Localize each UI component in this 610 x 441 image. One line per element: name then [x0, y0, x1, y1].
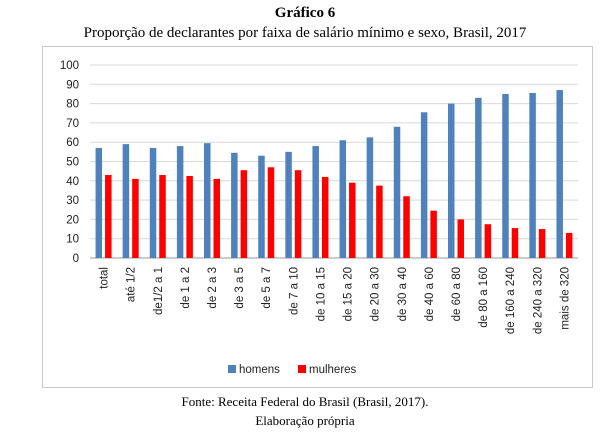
y-tick-label: 80 — [66, 99, 79, 111]
legend-swatch-mulheres — [298, 365, 306, 373]
bar-mulheres — [349, 182, 356, 258]
x-tick-label: de1/2 a 1 — [153, 267, 165, 315]
y-tick-label: 50 — [66, 157, 79, 169]
bar-chart: 0 10 20 30 40 50 60 70 80 90 100 total até 1/2 de1/2… — [60, 60, 578, 376]
bar-homens — [285, 151, 292, 258]
bar-homens — [393, 126, 401, 258]
y-tick-label: 100 — [60, 60, 79, 72]
source-note: Fonte: Receita Federal do Brasil (Brasil… — [181, 394, 429, 409]
x-tick-label: total — [99, 267, 111, 289]
bar-homens — [95, 147, 103, 258]
bar-homens — [176, 146, 184, 258]
x-tick-label: de 7 a 10 — [288, 267, 300, 315]
bar-mulheres — [565, 232, 573, 258]
y-tick-label: 30 — [66, 195, 79, 207]
bar-homens — [339, 140, 347, 258]
x-tick-label: de 20 a 30 — [370, 267, 382, 321]
bar-homens — [149, 147, 157, 258]
bar-homens — [448, 103, 455, 258]
x-tick-label: de 80 a 160 — [478, 267, 490, 328]
gridlines — [90, 64, 578, 259]
legend-label-homens: homens — [239, 364, 280, 376]
x-tick-label: de 10 a 15 — [315, 267, 327, 321]
y-tick-label: 60 — [66, 137, 79, 149]
bar-mulheres — [376, 185, 383, 258]
credit-note: Elaboração própria — [255, 413, 355, 428]
bar-mulheres — [132, 178, 139, 258]
bar-mulheres — [484, 224, 492, 258]
x-tick-label: de 160 a 240 — [505, 267, 517, 334]
bar-mulheres — [105, 175, 112, 258]
bar-mulheres — [511, 228, 519, 258]
y-axis-tick-labels: 0 10 20 30 40 50 60 70 80 90 100 — [60, 60, 79, 265]
y-tick-label: 20 — [66, 214, 79, 226]
x-tick-label: mais de 320 — [559, 267, 571, 330]
bar-mulheres — [321, 176, 329, 258]
legend-swatch-homens — [228, 365, 236, 373]
x-axis-tick-labels: total até 1/2 de1/2 a 1 de 1 a 2 de 2 a 3 de … — [99, 267, 572, 334]
x-tick-label: de 2 a 3 — [207, 267, 219, 309]
bar-homens — [366, 137, 374, 258]
bar-homens — [258, 155, 265, 258]
legend-label-mulheres: mulheres — [309, 364, 357, 376]
bars — [95, 90, 573, 258]
bar-mulheres — [538, 229, 546, 258]
bar-mulheres — [186, 175, 193, 258]
x-tick-label: de 30 a 40 — [397, 267, 409, 321]
chart-title: Gráfico 6 — [274, 5, 336, 21]
x-tick-label: de 3 a 5 — [234, 267, 246, 309]
bar-homens — [231, 152, 238, 258]
x-tick-label: de 5 a 7 — [261, 267, 273, 309]
bar-mulheres — [159, 175, 166, 258]
bar-homens — [475, 97, 482, 258]
bar-mulheres — [457, 219, 464, 258]
x-tick-label: até 1/2 — [126, 267, 138, 302]
bar-homens — [204, 143, 211, 258]
y-tick-label: 10 — [66, 234, 79, 246]
y-tick-label: 70 — [66, 118, 79, 130]
bar-homens — [556, 90, 563, 258]
x-tick-label: de 60 a 80 — [451, 267, 463, 321]
bar-mulheres — [403, 196, 410, 258]
legend: homens mulheres — [228, 364, 357, 376]
x-tick-label: de 1 a 2 — [180, 267, 192, 309]
chart-subtitle: Proporção de declarantes por faixa de sa… — [83, 25, 527, 41]
y-tick-label: 90 — [66, 79, 79, 91]
y-tick-label: 0 — [73, 253, 79, 265]
y-tick-label: 40 — [66, 176, 79, 188]
bar-mulheres — [213, 178, 220, 258]
bar-homens — [420, 112, 428, 258]
bar-homens — [312, 146, 319, 258]
x-tick-label: de 40 a 60 — [424, 267, 436, 321]
bar-mulheres — [240, 170, 248, 258]
bar-mulheres — [430, 210, 437, 258]
x-tick-label: de 15 a 20 — [343, 267, 355, 321]
bar-homens — [502, 93, 509, 258]
bar-mulheres — [267, 167, 275, 258]
bar-homens — [529, 92, 536, 258]
x-tick-label: de 240 a 320 — [532, 267, 544, 334]
bar-homens — [122, 144, 130, 258]
bar-mulheres — [294, 170, 302, 258]
